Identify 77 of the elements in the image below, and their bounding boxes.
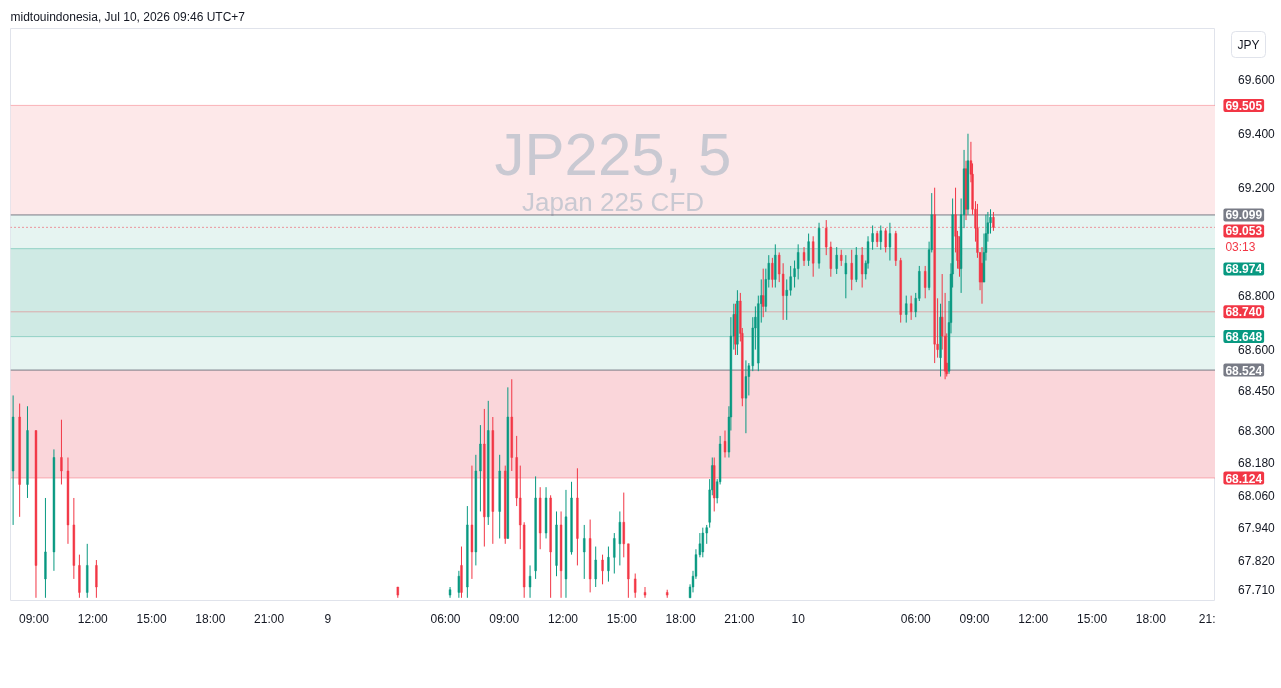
candlestick (601, 554, 604, 585)
y-tick-label: 69.200 (1238, 181, 1276, 196)
y-tick-label: 69.600 (1238, 73, 1276, 88)
candlestick (643, 586, 647, 599)
candlestick (879, 224, 882, 251)
x-tick-label: 12:00 (77, 611, 109, 626)
x-tick-label: 09:00 (489, 611, 520, 626)
x-tick-label: 21:00 (724, 611, 755, 626)
y-tick-label: 69.400 (1238, 127, 1276, 142)
candlestick (884, 227, 887, 253)
candlestick (613, 532, 616, 575)
candlestick (924, 265, 927, 299)
candlestick (771, 257, 774, 289)
candlestick (796, 243, 800, 280)
candlestick (802, 246, 806, 267)
text: midtouindonesia, Jul 10, 2026 09:46 UTC+7 (10, 9, 246, 24)
y-tick-label: 68.060 (1238, 488, 1276, 503)
candlestick (789, 265, 792, 297)
y-tick-label: 68.450 (1238, 383, 1276, 398)
x-tick-label: 18:00 (665, 611, 696, 626)
candlestick (607, 546, 610, 583)
x-tick-label: 21:00 (254, 611, 285, 626)
candlestick (850, 249, 853, 291)
candlestick (812, 235, 815, 278)
x-tick-label: 12:00 (548, 611, 579, 626)
candlestick (829, 241, 832, 278)
ref-line-label: 68.974 (1225, 262, 1263, 277)
x-tick-label: 06:00 (430, 611, 461, 626)
y-tick-label: 68.180 (1238, 456, 1276, 471)
candlestick (871, 224, 874, 251)
candlestick (905, 295, 908, 324)
ref-line-label: 68.648 (1225, 330, 1263, 345)
x-tick-label: 15:00 (606, 611, 638, 626)
candlestick (785, 278, 788, 321)
ref-line-label: 69.505 (1225, 98, 1263, 113)
x-tick-label: 18:00 (195, 611, 226, 626)
x-tick-label: 12:00 (1018, 611, 1049, 626)
y-tick-label: 68.800 (1238, 289, 1276, 304)
x-tick-label: 09:00 (959, 611, 990, 626)
candlestick (861, 246, 864, 289)
y-tick-label: 68.600 (1238, 343, 1276, 358)
candlestick (744, 359, 748, 434)
text: 03:13 (1225, 239, 1256, 254)
ref-line-label: 68.740 (1225, 305, 1263, 320)
ref-line-label: 69.099 (1225, 208, 1263, 223)
x-tick-label: 10 (791, 611, 806, 626)
candlestick (528, 564, 532, 599)
candlestick (95, 559, 98, 599)
candlestick (909, 295, 913, 321)
x-tick-label: 15:00 (136, 611, 167, 626)
candlestick (60, 419, 63, 485)
x-tick-label: 15:00 (1077, 611, 1108, 626)
y-tick-label: 67.940 (1238, 521, 1276, 536)
candlestick (622, 492, 625, 558)
x-tick-label: 06:00 (900, 611, 932, 626)
candlestick (835, 246, 838, 275)
x-tick-label: 09:00 (19, 611, 50, 626)
candlestick (457, 570, 461, 599)
y-tick-label: 67.710 (1238, 583, 1276, 598)
ref-line-label: 68.524 (1225, 363, 1263, 378)
candlestick (618, 510, 622, 566)
y-tick-label: 68.300 (1238, 424, 1276, 439)
y-tick-label: 67.820 (1238, 553, 1276, 568)
candlestick (723, 430, 727, 458)
candlestick (594, 546, 597, 588)
ref-line-label: 69.053 (1225, 224, 1263, 239)
candlestick (701, 527, 704, 558)
y-axis-title: JPY (1237, 37, 1260, 52)
x-tick-label: 21: (1198, 611, 1216, 626)
candlestick (844, 254, 847, 299)
x-tick-label: 9 (324, 611, 332, 626)
x-tick-label: 18:00 (1135, 611, 1167, 626)
candlestick (583, 524, 586, 580)
ref-line-label: 68.124 (1225, 471, 1263, 486)
candlestick (888, 222, 892, 262)
candlestick (807, 233, 810, 267)
candlestick (634, 573, 637, 599)
